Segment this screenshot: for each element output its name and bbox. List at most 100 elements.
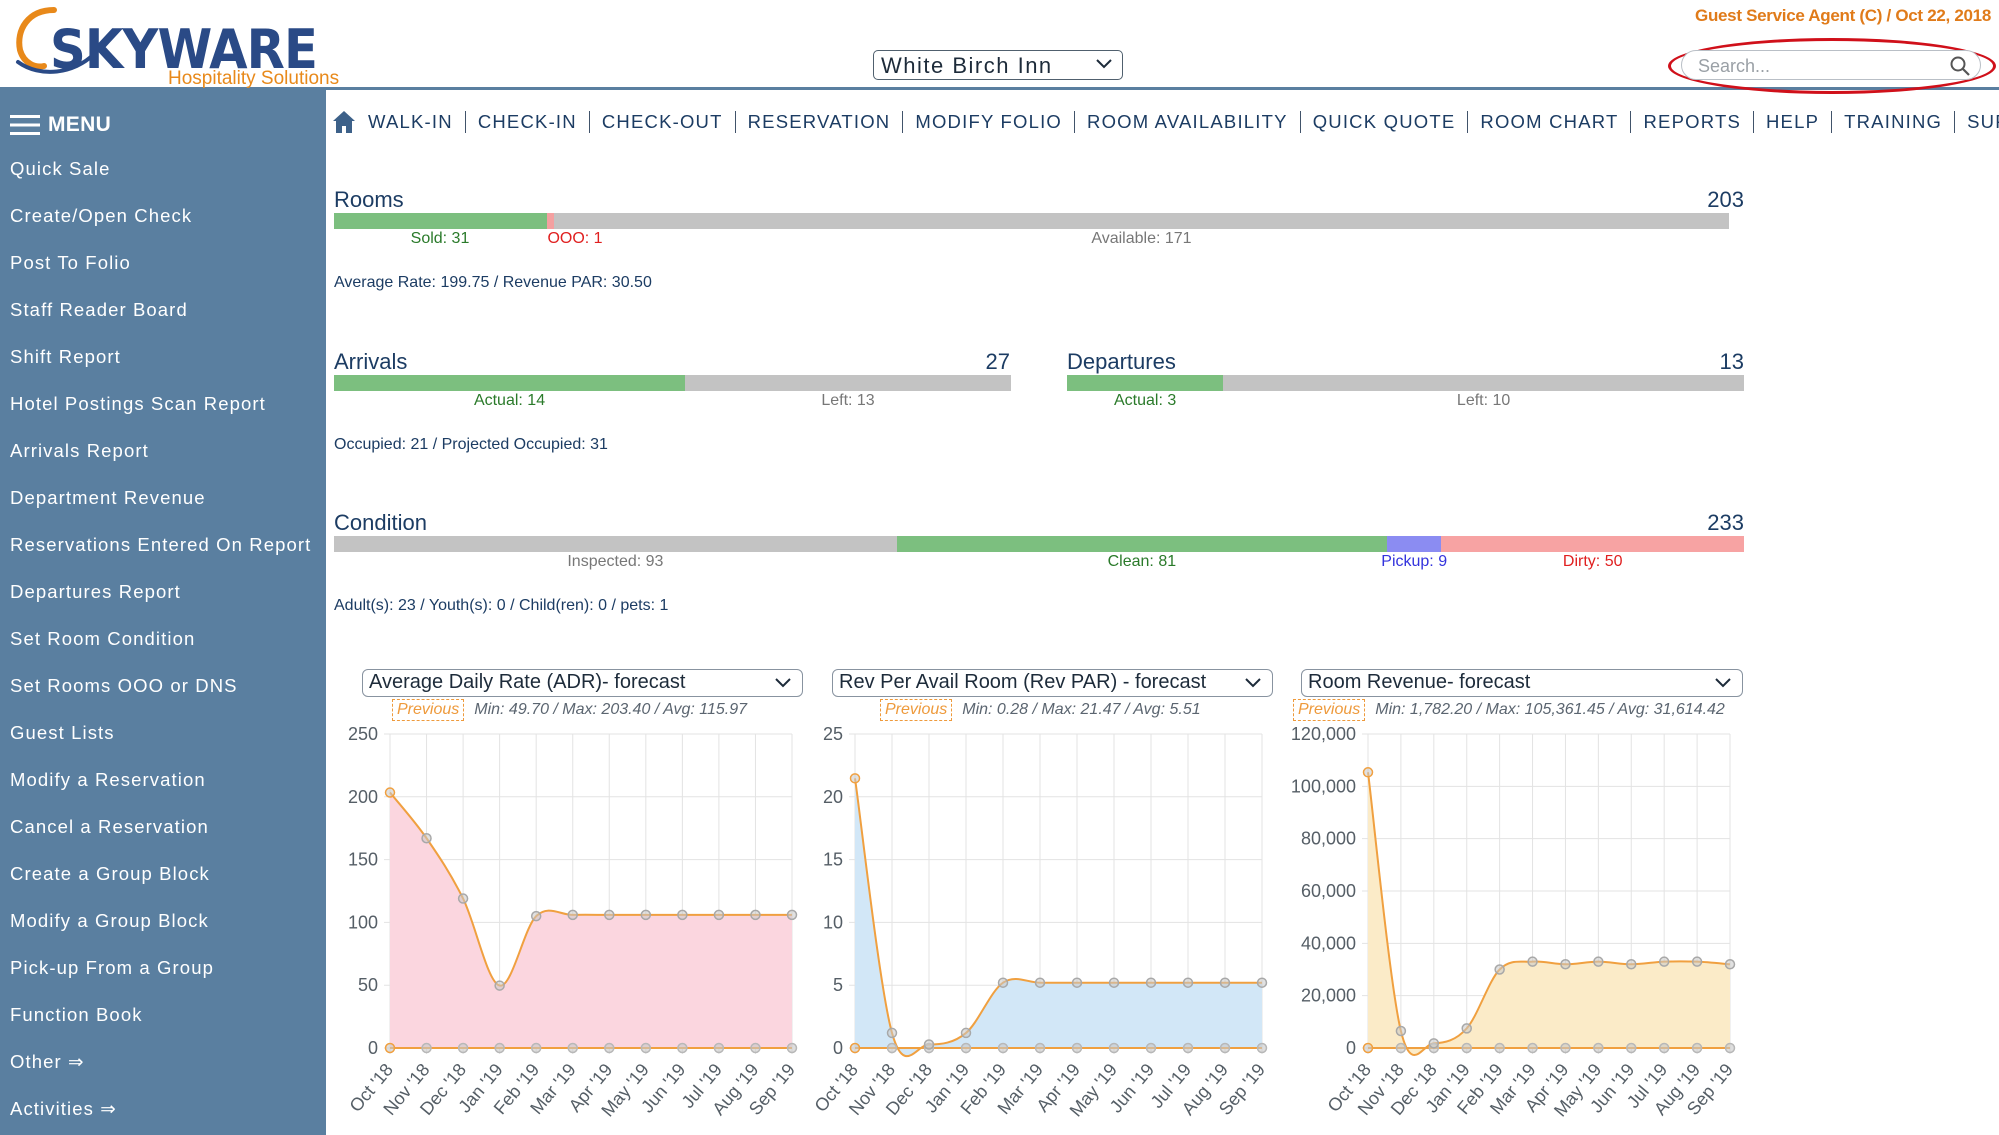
sidebar-item-create-a-group-block[interactable]: Create a Group Block [10,863,210,884]
sidebar-item-quick-sale[interactable]: Quick Sale [10,158,111,179]
nav-reports[interactable]: REPORTS [1643,111,1741,132]
sidebar-item-create-open-check[interactable]: Create/Open Check [10,205,193,226]
sidebar-item-modify-a-reservation[interactable]: Modify a Reservation [10,769,206,790]
condition-total: 233 [1707,510,1744,535]
sidebar-item-other[interactable]: Other ⇒ [10,1051,85,1072]
sidebar-item-pick-up-from-a-group[interactable]: Pick-up From a Group [10,957,214,978]
revpar-previous-point [1145,1042,1157,1054]
sidebar-item-departures-report[interactable]: Departures Report [10,581,181,602]
revpar-point[interactable] [1108,977,1120,988]
adr-previous-point [713,1042,725,1054]
room-revenue-point[interactable] [1395,1025,1407,1037]
sidebar-item-function-book[interactable]: Function Book [10,1004,143,1025]
room-revenue-point[interactable] [1362,767,1374,778]
adr-point[interactable] [494,980,505,991]
revpar-point[interactable] [886,1027,898,1039]
nav-modify-folio[interactable]: MODIFY FOLIO [915,111,1063,132]
room-revenue-point[interactable] [1691,956,1703,967]
sidebar-item-modify-a-group-block[interactable]: Modify a Group Block [10,910,209,931]
adr-chart-select-value: Average Daily Rate (ADR)- forecast [369,671,686,693]
guests-info: Adult(s): 23 / Youth(s): 0 / Child(ren):… [334,597,669,614]
agent-date-label: Guest Service Agent (C) / Oct 22, 2018 [1695,6,1991,25]
room-revenue-y-tick: 120,000 [1291,724,1356,744]
room-revenue-y-tick: 100,000 [1291,776,1356,796]
sidebar-item-cancel-a-reservation[interactable]: Cancel a Reservation [10,816,209,837]
sidebar-item-staff-reader-board[interactable]: Staff Reader Board [10,299,188,320]
property-select[interactable]: White Birch Inn [873,50,1123,80]
nav-room-chart[interactable]: ROOM CHART [1480,111,1619,132]
sidebar-item-reservations-entered-on-report[interactable]: Reservations Entered On Report [10,534,312,555]
skyware-logo[interactable]: SKYWARE Hospitality Solutions [10,2,350,90]
revpar-point[interactable] [923,1039,935,1050]
nav-help[interactable]: HELP [1765,111,1820,132]
room-revenue-point[interactable] [1428,1038,1440,1049]
adr-previous-point [640,1042,652,1054]
adr-point[interactable] [604,909,615,921]
sidebar-item-activities[interactable]: Activities ⇒ [10,1098,117,1119]
sidebar-item-set-room-condition[interactable]: Set Room Condition [10,628,196,649]
nav-training[interactable]: TRAINING [1844,111,1943,132]
nav-walk-in[interactable]: WALK-IN [368,111,453,132]
adr-previous-point [421,1042,432,1054]
revpar-chart-select[interactable]: Rev Per Avail Room (Rev PAR) - forecast [832,669,1273,697]
room-revenue-point[interactable] [1527,956,1538,967]
room-revenue-stats: Previous Min: 1,782.20 / Max: 105,361.45… [1293,699,1725,721]
sidebar-item-shift-report[interactable]: Shift Report [10,346,121,367]
nav-check-out[interactable]: CHECK-OUT [601,111,723,132]
sidebar-item-set-rooms-ooo-or-dns[interactable]: Set Rooms OOO or DNS [10,675,238,696]
revpar-previous-toggle[interactable]: Previous [880,699,953,721]
room-revenue-point[interactable] [1560,959,1571,970]
room-revenue-point[interactable] [1461,1023,1472,1034]
adr-point[interactable] [677,909,688,921]
revpar-point[interactable] [1145,977,1157,988]
revpar-point[interactable] [1219,977,1231,988]
adr-point[interactable] [640,909,652,921]
adr-point[interactable] [750,909,761,921]
menu-toggle[interactable]: MENU [10,110,111,140]
departures-total: 13 [1719,349,1744,374]
home-icon[interactable] [332,110,356,134]
nav-check-in[interactable]: CHECK-IN [477,111,577,132]
room-revenue-point[interactable] [1626,959,1637,970]
room-revenue-chart-select[interactable]: Room Revenue- forecast [1301,669,1743,697]
room-revenue-point[interactable] [1658,956,1670,967]
sidebar-item-hotel-postings-scan-report[interactable]: Hotel Postings Scan Report [10,393,266,414]
revpar-previous-point [1182,1042,1194,1054]
adr-point[interactable] [530,910,542,922]
search-input[interactable] [1696,55,1940,78]
nav-separator [588,111,590,133]
adr-point[interactable] [457,893,469,904]
revpar-point[interactable] [849,773,861,784]
search-box[interactable] [1681,50,1981,80]
nav-quick-quote[interactable]: QUICK QUOTE [1312,111,1456,132]
arrivals-label-left: Left: 13 [821,392,875,409]
adr-previous-toggle[interactable]: Previous [392,699,465,721]
revpar-point[interactable] [1071,977,1083,988]
adr-chart-select[interactable]: Average Daily Rate (ADR)- forecast [362,669,803,697]
search-icon[interactable] [1950,56,1970,76]
adr-previous-point [750,1042,761,1054]
room-revenue-area [1368,772,1730,1055]
nav-room-availability[interactable]: ROOM AVAILABILITY [1087,111,1288,132]
adr-point[interactable] [786,909,798,921]
nav-support[interactable]: SUPPORT [1967,111,1999,132]
adr-point[interactable] [384,787,396,798]
revpar-point[interactable] [1034,977,1046,988]
room-revenue-previous-toggle[interactable]: Previous [1293,699,1366,721]
revpar-point[interactable] [960,1027,972,1039]
revpar-point[interactable] [1256,977,1268,988]
adr-point[interactable] [713,909,725,921]
room-revenue-point[interactable] [1494,964,1505,975]
sidebar-item-arrivals-report[interactable]: Arrivals Report [10,440,149,461]
room-revenue-previous-point [1395,1042,1407,1054]
room-revenue-point[interactable] [1724,959,1736,970]
sidebar-item-guest-lists[interactable]: Guest Lists [10,722,115,743]
room-revenue-point[interactable] [1593,956,1604,967]
adr-point[interactable] [567,909,578,921]
nav-reservation[interactable]: RESERVATION [747,111,891,132]
adr-point[interactable] [421,832,432,844]
sidebar-item-department-revenue[interactable]: Department Revenue [10,487,206,508]
sidebar-item-post-to-folio[interactable]: Post To Folio [10,252,131,273]
revpar-point[interactable] [1182,977,1194,988]
revpar-point[interactable] [997,977,1009,988]
